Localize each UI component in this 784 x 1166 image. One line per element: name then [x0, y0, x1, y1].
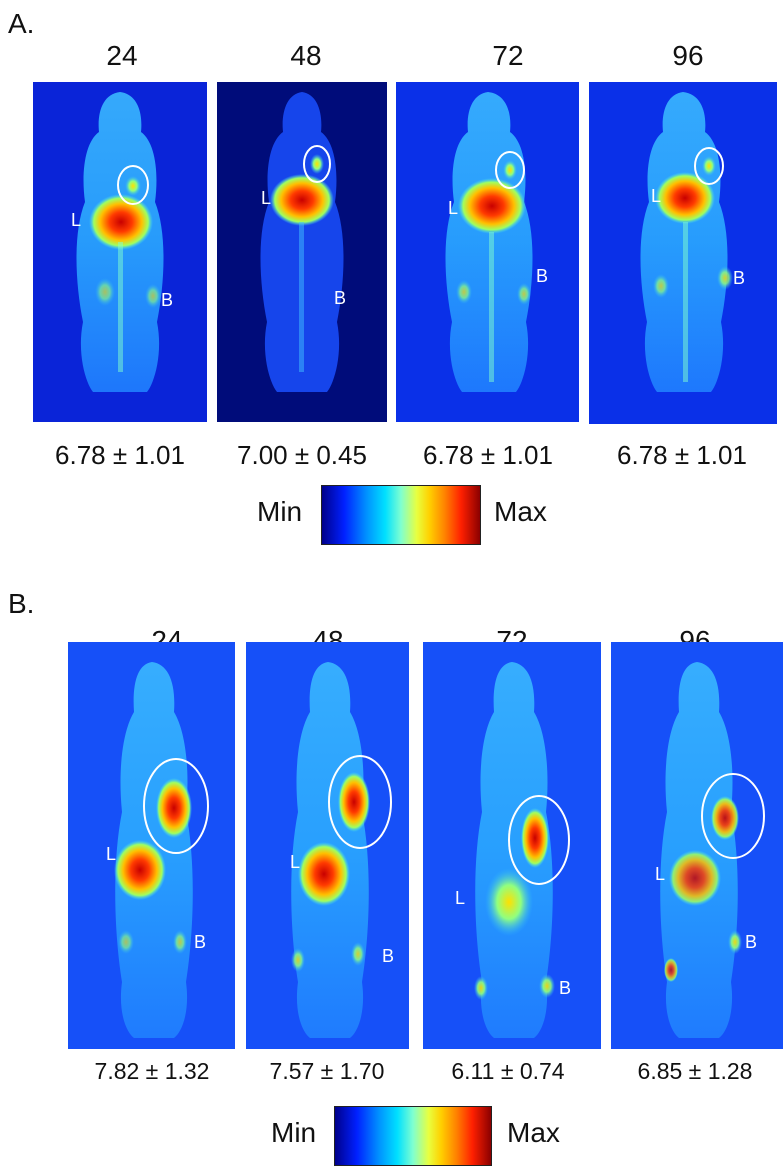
tumor-circle — [328, 755, 392, 849]
panel-a-colorbar-min: Min — [257, 496, 303, 527]
panel-b-value-96h: 6.85 ± 1.28 — [637, 1058, 753, 1084]
liver-label: L — [655, 864, 666, 884]
panel-b-scan-72h: L B — [423, 642, 601, 1049]
tumor-circle — [303, 145, 331, 183]
tumor-circle — [694, 147, 724, 185]
tumor-circle — [143, 758, 209, 854]
panel-a-timepoint-96: 96 — [672, 40, 704, 71]
panel-b-colorbar-min: Min — [271, 1117, 317, 1148]
panel-a-timepoint-24: 24 — [106, 40, 138, 71]
tumor-circle — [508, 795, 570, 885]
panel-b-value-72h: 6.11 ± 0.74 — [451, 1058, 565, 1084]
bone-label: B — [334, 288, 347, 308]
tumor-circle — [495, 151, 525, 189]
panel-a-scan-24h: L B — [33, 82, 207, 422]
liver-label: L — [651, 186, 662, 206]
bone-label: B — [161, 290, 174, 310]
liver-label: L — [261, 188, 272, 208]
bone-label: B — [559, 978, 572, 998]
panel-a-colorbar — [321, 485, 481, 545]
panel-a-colorbar-max: Max — [494, 496, 547, 527]
bone-label: B — [382, 946, 395, 966]
panel-b-value-24h: 7.82 ± 1.32 — [94, 1058, 210, 1084]
tumor-circle — [117, 165, 149, 205]
bone-label: B — [536, 266, 549, 286]
liver-label: L — [290, 852, 301, 872]
panel-b-scan-96h: L B — [611, 642, 783, 1049]
panel-b-colorbar — [334, 1106, 492, 1166]
liver-label: L — [71, 210, 82, 230]
tumor-circle — [701, 773, 765, 859]
bone-label: B — [745, 932, 758, 952]
panel-a-value-48h: 7.00 ± 0.45 — [237, 440, 367, 470]
panel-a-scan-96h: L B — [589, 82, 777, 424]
panel-b-label: B. — [8, 588, 35, 619]
panel-b-value-48h: 7.57 ± 1.70 — [269, 1058, 385, 1084]
panel-b-scan-24h: L B — [68, 642, 235, 1049]
liver-label: L — [106, 844, 117, 864]
panel-a-value-96h: 6.78 ± 1.01 — [617, 440, 747, 470]
panel-a-label: A. — [8, 8, 35, 39]
panel-a-timepoint-48: 48 — [290, 40, 322, 71]
liver-label: L — [455, 888, 466, 908]
panel-b-colorbar-max: Max — [507, 1117, 560, 1148]
panel-a-scan-48h: L B — [217, 82, 387, 422]
liver-label: L — [448, 198, 459, 218]
panel-b-scan-48h: L B — [246, 642, 409, 1049]
panel-a-value-72h: 6.78 ± 1.01 — [423, 440, 553, 470]
bone-label: B — [194, 932, 207, 952]
bone-label: B — [733, 268, 746, 288]
panel-a-timepoint-72: 72 — [492, 40, 524, 71]
panel-a-scan-72h: L B — [396, 82, 579, 422]
panel-a-value-24h: 6.78 ± 1.01 — [55, 440, 185, 470]
